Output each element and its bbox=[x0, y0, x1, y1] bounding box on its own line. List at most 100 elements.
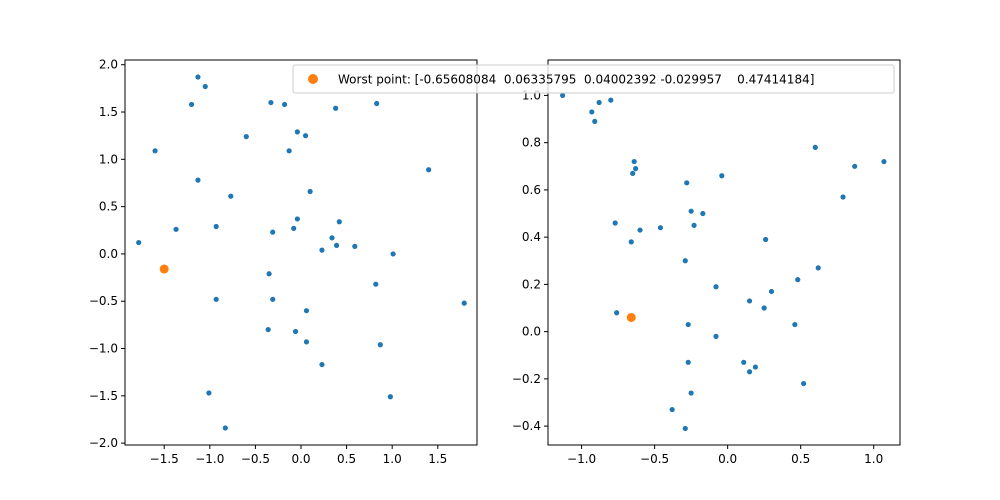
worst-point bbox=[159, 264, 169, 274]
x-tick-label: 0.0 bbox=[291, 452, 310, 466]
data-point bbox=[268, 99, 274, 106]
data-point bbox=[390, 251, 396, 257]
y-tick-label: −1.0 bbox=[89, 342, 118, 356]
data-point bbox=[761, 305, 767, 311]
data-point bbox=[815, 265, 821, 271]
y-tick-label: −0.2 bbox=[512, 372, 541, 386]
data-point bbox=[852, 163, 858, 169]
data-point bbox=[265, 326, 271, 333]
data-point bbox=[303, 308, 310, 314]
data-point bbox=[746, 369, 753, 375]
x-tick-label: 1.5 bbox=[428, 452, 447, 466]
legend-marker bbox=[308, 74, 318, 84]
data-point bbox=[685, 359, 691, 365]
data-point bbox=[682, 425, 688, 432]
data-point bbox=[303, 339, 310, 345]
data-point bbox=[286, 148, 292, 154]
x-tick-label: −0.5 bbox=[640, 452, 669, 466]
data-point bbox=[637, 227, 643, 233]
x-tick-label: −1.0 bbox=[567, 452, 596, 466]
axes-frame bbox=[547, 59, 901, 446]
data-point bbox=[768, 288, 775, 295]
y-tick-label: 0.6 bbox=[522, 183, 541, 197]
data-point bbox=[881, 158, 887, 165]
y-tick-label: 2.0 bbox=[99, 58, 118, 72]
data-point bbox=[688, 390, 694, 396]
data-point bbox=[152, 148, 158, 154]
y-tick-label: 0.5 bbox=[99, 200, 118, 214]
y-tick-label: 0.4 bbox=[522, 230, 541, 244]
data-point bbox=[713, 333, 719, 339]
data-point bbox=[669, 406, 675, 413]
data-point bbox=[387, 394, 393, 400]
data-point bbox=[329, 235, 335, 241]
data-point bbox=[763, 236, 769, 243]
y-tick-label: 1.5 bbox=[99, 105, 118, 119]
data-point bbox=[685, 321, 691, 328]
data-point bbox=[294, 216, 300, 222]
data-point bbox=[746, 298, 753, 304]
data-point bbox=[202, 83, 208, 90]
data-point bbox=[294, 129, 300, 135]
data-point bbox=[612, 220, 618, 226]
data-point bbox=[630, 170, 636, 176]
data-point bbox=[374, 100, 380, 107]
data-point bbox=[222, 425, 228, 431]
data-point bbox=[633, 166, 639, 172]
data-point bbox=[682, 258, 688, 264]
data-point bbox=[691, 222, 697, 228]
data-point bbox=[336, 219, 342, 225]
data-point bbox=[461, 300, 467, 306]
data-point bbox=[752, 364, 759, 370]
data-point bbox=[608, 97, 614, 103]
y-tick-label: 0.8 bbox=[522, 136, 541, 150]
y-tick-label: 1.0 bbox=[99, 152, 118, 166]
worst-point bbox=[626, 312, 636, 322]
data-point bbox=[243, 134, 249, 140]
left-scatter-plot: −1.5 −1.0 −0.5 0.0 0.5 1.0 1.5 −2.0 −1.5 −1.0 −0.5… bbox=[89, 58, 478, 466]
data-point bbox=[188, 101, 195, 108]
y-tick-label: −0.4 bbox=[512, 419, 541, 433]
x-tick-label: 1.0 bbox=[864, 452, 883, 466]
y-tick-label: 0.0 bbox=[99, 247, 118, 261]
data-point bbox=[302, 133, 309, 139]
data-point bbox=[614, 310, 620, 316]
data-point bbox=[426, 167, 432, 173]
data-point bbox=[801, 380, 807, 387]
axes-frame bbox=[124, 59, 478, 446]
data-point bbox=[213, 296, 219, 302]
data-point bbox=[792, 321, 798, 328]
data-point bbox=[628, 239, 634, 245]
data-point bbox=[631, 158, 637, 165]
y-tick-label: −1.5 bbox=[89, 389, 118, 403]
right-scatter-plot: −1.0 −0.5 0.0 0.5 1.0 −0.4 −0.2 0.0 0.2 0.4 0.6 0.8… bbox=[512, 59, 901, 466]
data-point bbox=[281, 101, 288, 108]
data-point bbox=[270, 296, 276, 302]
x-tick-label: −0.5 bbox=[241, 452, 270, 466]
data-point bbox=[812, 144, 818, 150]
data-point bbox=[291, 225, 297, 231]
data-point bbox=[719, 173, 725, 179]
data-point bbox=[377, 342, 383, 348]
legend-box bbox=[292, 64, 895, 94]
y-tick-label: 0.0 bbox=[522, 325, 541, 339]
data-point bbox=[684, 180, 690, 186]
data-point bbox=[319, 247, 325, 253]
data-point bbox=[657, 225, 664, 231]
x-tick-label: 0.0 bbox=[718, 452, 737, 466]
data-point bbox=[213, 223, 219, 230]
data-point bbox=[333, 105, 339, 111]
data-point bbox=[228, 193, 234, 199]
data-point bbox=[173, 226, 179, 232]
legend: Worst point: [-0.65608084 0.06335795 0.0… bbox=[292, 64, 895, 94]
data-point bbox=[840, 194, 846, 200]
data-point bbox=[373, 281, 379, 287]
data-point bbox=[195, 74, 201, 80]
y-tick-label: −0.5 bbox=[89, 294, 118, 308]
x-tick-label: 1.0 bbox=[383, 452, 402, 466]
data-point bbox=[195, 177, 201, 183]
y-tick-label: 0.2 bbox=[522, 277, 541, 291]
data-point bbox=[700, 210, 706, 217]
data-point bbox=[206, 390, 212, 396]
